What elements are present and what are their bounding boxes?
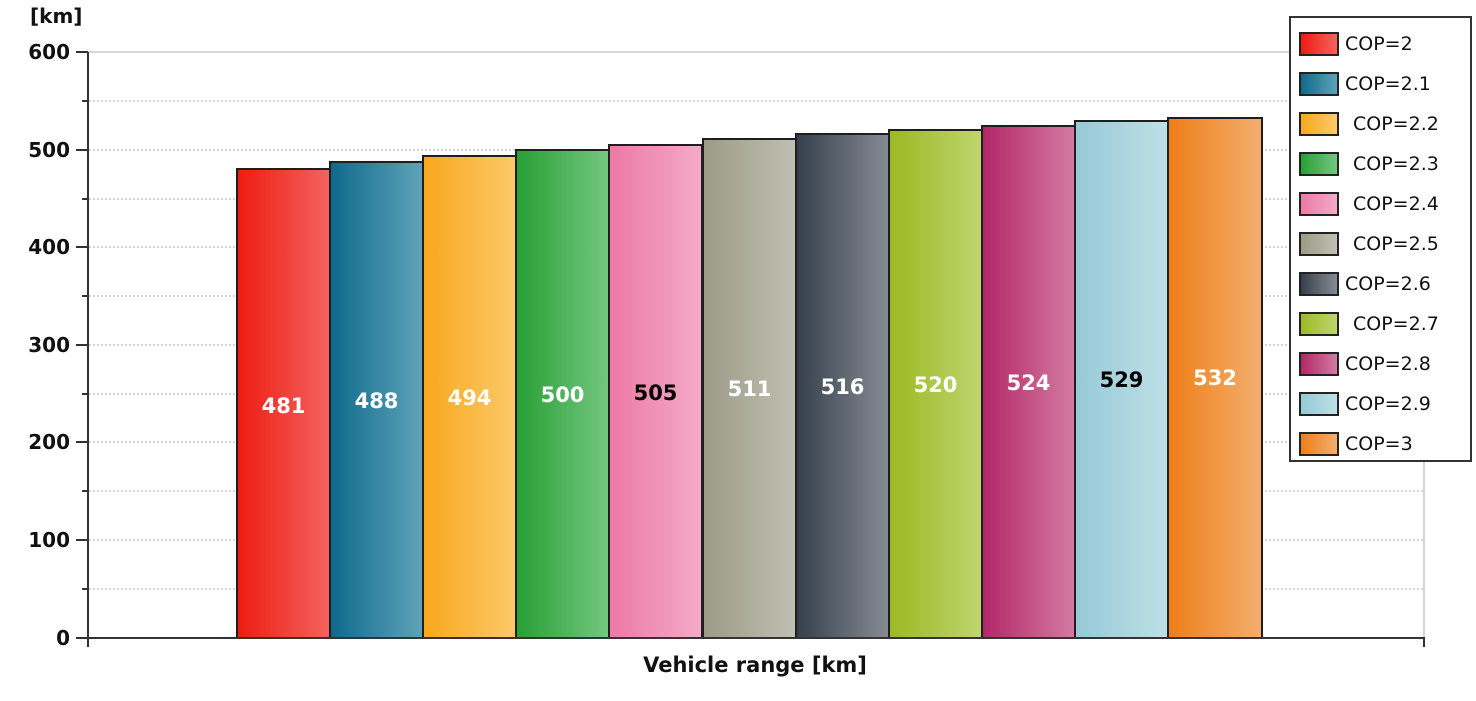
bar-value-label: 524 — [1006, 371, 1051, 395]
legend-swatch — [1299, 112, 1339, 136]
bar-value-label: 511 — [727, 377, 772, 401]
legend-item: COP=2.6 — [1299, 269, 1431, 299]
legend-label: COP=3 — [1345, 433, 1413, 455]
x-axis-line — [87, 637, 1425, 639]
legend-item: COP=2 — [1299, 29, 1413, 59]
bar-value-label: 516 — [820, 375, 865, 399]
legend-label: COP=2.6 — [1345, 273, 1431, 295]
minor-tick — [82, 198, 88, 200]
legend-swatch — [1299, 192, 1339, 216]
legend-label: COP=2.1 — [1345, 73, 1431, 95]
gridline — [89, 51, 1423, 53]
y-tick-label: 400 — [28, 235, 70, 259]
bar-value-label: 520 — [913, 373, 958, 397]
legend-swatch — [1299, 32, 1339, 56]
minor-tick — [82, 490, 88, 492]
bar-cop-2-4: 505 — [608, 144, 703, 639]
legend-label: COP=2.9 — [1345, 393, 1431, 415]
y-tick-label: 300 — [28, 333, 70, 357]
bar-cop-2-6: 516 — [795, 133, 890, 639]
y-tick-label: 200 — [28, 430, 70, 454]
legend-label: COP=2 — [1345, 33, 1413, 55]
major-tick — [76, 51, 88, 53]
legend-item: COP=2.3 — [1299, 149, 1439, 179]
legend-item: COP=2.2 — [1299, 109, 1439, 139]
y-axis-unit-label: [km] — [30, 4, 83, 28]
legend-item: COP=2.5 — [1299, 229, 1439, 259]
major-tick — [76, 441, 88, 443]
major-tick — [76, 637, 88, 639]
legend-swatch — [1299, 312, 1339, 336]
legend-swatch — [1299, 272, 1339, 296]
y-tick-label: 600 — [28, 40, 70, 64]
bar-value-label: 481 — [261, 394, 306, 418]
bar-cop-2-7: 520 — [888, 129, 983, 639]
minor-tick — [82, 588, 88, 590]
y-axis-line — [87, 52, 89, 647]
bar-value-label: 532 — [1193, 366, 1237, 390]
legend-item: COP=3 — [1299, 429, 1413, 459]
bar-cop-2-1: 488 — [329, 161, 424, 639]
bar-value-label: 494 — [447, 386, 492, 410]
legend-item: COP=2.8 — [1299, 349, 1431, 379]
bar-value-label: 488 — [354, 389, 399, 413]
minor-tick — [82, 393, 88, 395]
legend-label: COP=2.8 — [1345, 353, 1431, 375]
bar-cop-2-2: 494 — [422, 155, 517, 639]
bar-cop-2-9: 529 — [1074, 120, 1169, 639]
legend-item: COP=2.9 — [1299, 389, 1431, 419]
legend-item: COP=2.7 — [1299, 309, 1439, 339]
legend-label: COP=2.3 — [1353, 153, 1439, 175]
bar-value-label: 529 — [1099, 368, 1144, 392]
major-tick — [76, 539, 88, 541]
y-tick-label: 100 — [28, 528, 70, 552]
legend-label: COP=2.2 — [1353, 113, 1439, 135]
legend-swatch — [1299, 152, 1339, 176]
major-tick — [76, 246, 88, 248]
y-tick-label: 0 — [56, 626, 70, 650]
minor-tick — [82, 100, 88, 102]
legend: COP=2 COP=2.1 COP=2.2 COP=2.3 COP=2.4 CO… — [1289, 16, 1472, 462]
legend-swatch — [1299, 352, 1339, 376]
legend-label: COP=2.5 — [1353, 233, 1439, 255]
y-tick-label: 500 — [28, 138, 70, 162]
legend-swatch — [1299, 232, 1339, 256]
x-axis-end-tick — [1423, 637, 1425, 647]
bar-cop-2-3: 500 — [515, 149, 610, 639]
major-tick — [76, 149, 88, 151]
gridline — [89, 100, 1423, 102]
legend-label: COP=2.4 — [1353, 193, 1439, 215]
minor-tick — [82, 295, 88, 297]
x-axis-title: Vehicle range [km] — [643, 653, 867, 677]
legend-label: COP=2.7 — [1353, 313, 1439, 335]
legend-swatch — [1299, 392, 1339, 416]
legend-item: COP=2.1 — [1299, 69, 1431, 99]
bar-value-label: 500 — [540, 383, 585, 407]
bar-cop-3: 532 — [1167, 117, 1263, 639]
legend-swatch — [1299, 72, 1339, 96]
legend-swatch — [1299, 432, 1339, 456]
bar-cop-2-5: 511 — [702, 138, 797, 639]
bar-value-label: 505 — [633, 381, 678, 405]
bar-cop-2: 481 — [236, 168, 331, 639]
bar-cop-2-8: 524 — [981, 125, 1076, 639]
legend-item: COP=2.4 — [1299, 189, 1439, 219]
major-tick — [76, 344, 88, 346]
